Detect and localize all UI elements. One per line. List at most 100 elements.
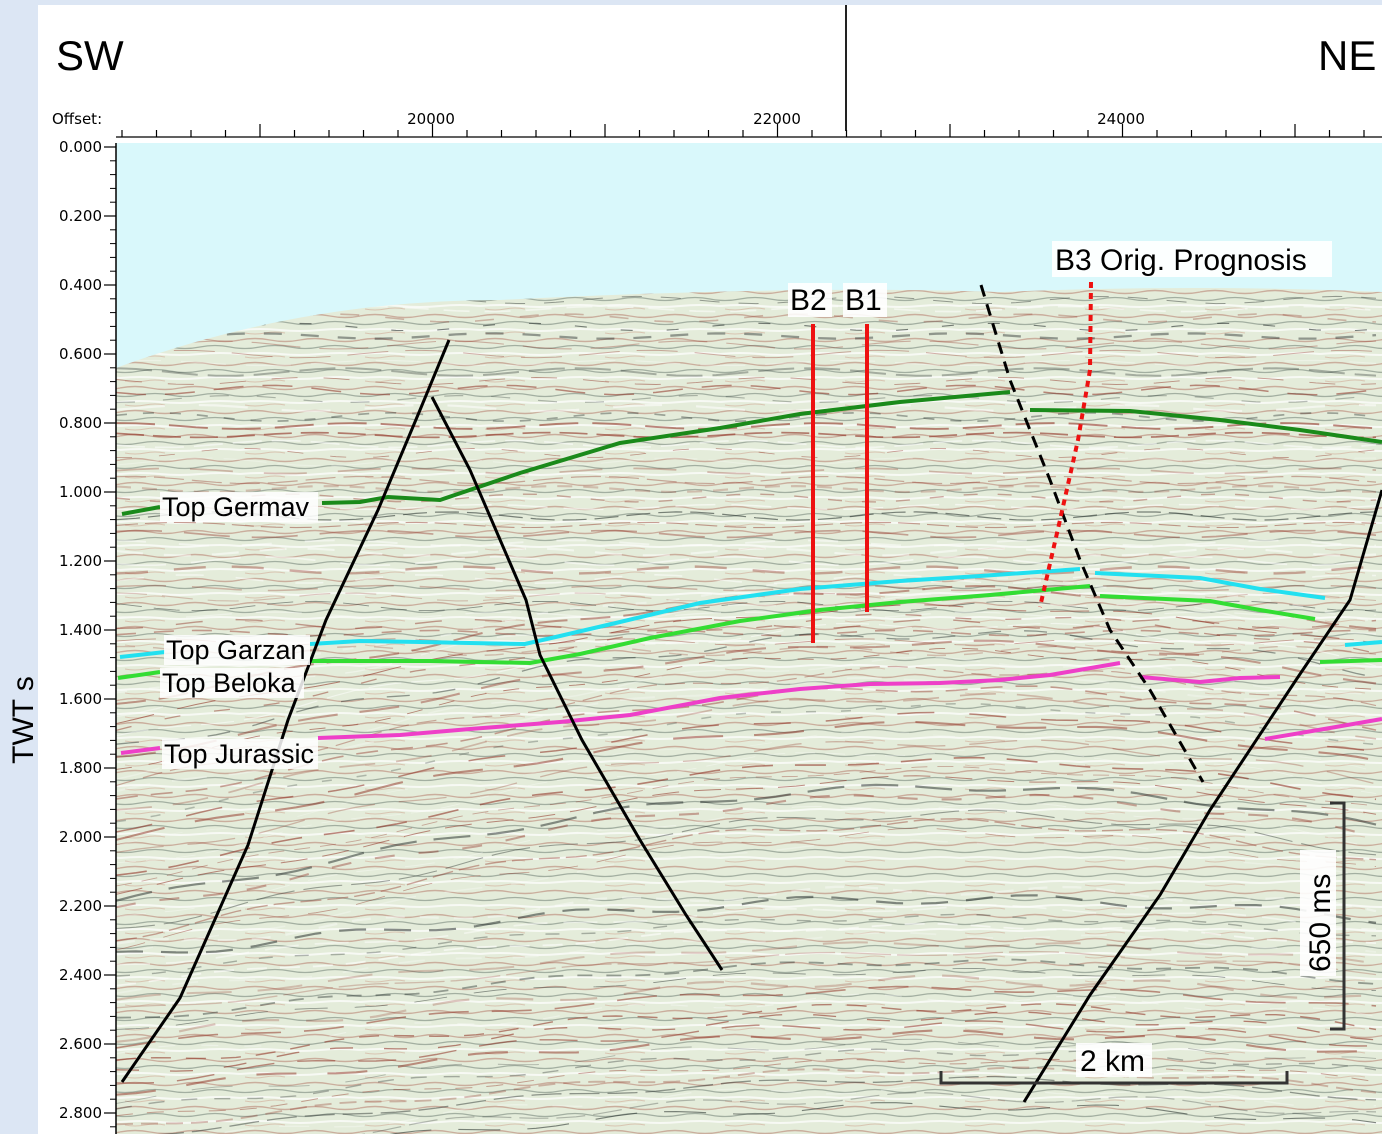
fault-line (430, 396, 724, 971)
seismic-reflector (116, 577, 1377, 694)
y-axis-tick-label: 2.600 (59, 1035, 102, 1053)
seismic-reflector (116, 584, 1377, 592)
seismic-reflector (116, 367, 1377, 377)
seismic-reflector (116, 600, 1377, 612)
header-divider (845, 5, 847, 131)
y-axis-tick-label: 2.400 (59, 966, 102, 984)
seismic-reflector (116, 555, 1377, 567)
seismic-reflector (116, 747, 1377, 864)
seismic-reflector (116, 958, 1377, 1019)
well-label-b1: B1 (845, 284, 882, 317)
seismic-reflector (116, 974, 1377, 1043)
seismic-reflector (116, 730, 1377, 847)
well-label-b2: B2 (790, 284, 827, 317)
seismic-reflector (116, 529, 1377, 539)
seismic-reflector (116, 639, 1377, 759)
y-axis-tick-label: 2.800 (59, 1104, 102, 1122)
seismic-reflector (116, 818, 1377, 942)
seismic-reflector (116, 1102, 1377, 1134)
seismic-reflector (116, 475, 1377, 485)
offset-tick-label: 24000 (1097, 110, 1145, 128)
horizon-top-beloka (1099, 594, 1316, 621)
seismic-reflector (116, 1020, 1377, 1084)
horizon-label-top-jurassic: Top Jurassic (164, 739, 314, 769)
seismic-reflector (116, 539, 1377, 547)
seismic-reflector (116, 756, 1377, 876)
scale-bar-label-2km: 2 km (1080, 1045, 1145, 1078)
horizon-top-garzan (1344, 640, 1382, 647)
seismic-reflector (116, 950, 1377, 1009)
horizon-label-top-germav: Top Germav (162, 492, 310, 522)
seismic-reflector (116, 521, 1377, 529)
seismic-reflector (116, 913, 1377, 977)
seismic-reflector (116, 665, 1377, 787)
horizon-label-top-beloka: Top Beloka (162, 668, 297, 698)
y-axis-tick-label: 0.800 (59, 414, 102, 432)
y-axis-tick-label: 1.200 (59, 552, 102, 570)
seismic-reflector (116, 765, 1377, 887)
seismic-reflector (116, 1048, 1377, 1110)
y-axis-tick-label: 1.800 (59, 759, 102, 777)
seismic-reflector (116, 702, 1377, 823)
fault-dashed (979, 284, 1205, 783)
faults (120, 284, 1382, 1103)
seismic-reflector (116, 1082, 1377, 1134)
well-b3-prognosis-trajectory (1038, 281, 1093, 608)
fault-line (1022, 489, 1382, 1103)
seismic-reflector (116, 384, 1377, 396)
horizon-top-jurassic (1139, 675, 1281, 685)
seismic-reflector (116, 394, 1377, 404)
seismic-reflector (116, 622, 1377, 737)
offset-tick-label: 22000 (753, 110, 801, 128)
y-axis-tick-label: 1.600 (59, 690, 102, 708)
y-axis-tick-label: 1.000 (59, 483, 102, 501)
seismic-reflector (116, 411, 1377, 423)
seismic-reflector (116, 340, 1377, 350)
seismic-reflector (116, 985, 1377, 1049)
y-axis-tick-label: 0.400 (59, 276, 102, 294)
horizon-top-beloka (117, 670, 161, 680)
seismic-reflector (116, 493, 1377, 503)
seismic-reflector (116, 457, 1377, 467)
seismic-reflector (116, 1066, 1377, 1126)
seismic-reflector (116, 685, 1377, 800)
y-axis-tick-label: 1.400 (59, 621, 102, 639)
horizon-top-germav (321, 390, 1011, 505)
horizon-top-germav (121, 505, 161, 516)
offset-axis (116, 124, 1382, 138)
seismic-reflector (116, 904, 1377, 966)
horizon-top-garzan (119, 650, 166, 659)
seismic-reflector (116, 656, 1377, 781)
vertical-scale-bar: 650 ms (1300, 801, 1346, 1031)
offset-axis-label: Offset: (52, 110, 103, 128)
seismic-reflector (116, 359, 1377, 367)
seismic-reflector (116, 377, 1377, 385)
seismic-reflector (116, 720, 1377, 841)
horizon-top-beloka (1319, 658, 1382, 664)
seismic-reflector (116, 793, 1377, 909)
seismic-reflector (116, 931, 1377, 995)
seismic-reflector (116, 349, 1377, 359)
seismic-reflector (116, 431, 1377, 439)
seismic-reflector (116, 1038, 1377, 1104)
seismic-reflector (116, 503, 1377, 511)
seismic-reflector (116, 968, 1377, 1030)
seismic-reflector (116, 783, 1377, 902)
seismic-reflector (116, 809, 1377, 930)
seismic-reflector (116, 885, 1377, 945)
offset-tick-label: 20000 (407, 110, 455, 128)
horizon-top-jurassic (120, 746, 161, 755)
seismic-reflector (116, 592, 1377, 602)
direction-label-sw: SW (56, 32, 124, 79)
seismic-reflector (116, 1058, 1377, 1117)
seismic-reflector (116, 613, 1377, 732)
horizon-top-jurassic (1264, 717, 1382, 741)
seismic-reflector (116, 313, 1377, 323)
seismic-reflector (116, 332, 1377, 340)
wells (811, 281, 1093, 643)
y-axis-tick-label: 0.600 (59, 345, 102, 363)
horizons (117, 390, 1382, 755)
horizontal-scale-bar: 2 km (939, 1043, 1289, 1085)
y-axis-tick-label: 2.000 (59, 828, 102, 846)
